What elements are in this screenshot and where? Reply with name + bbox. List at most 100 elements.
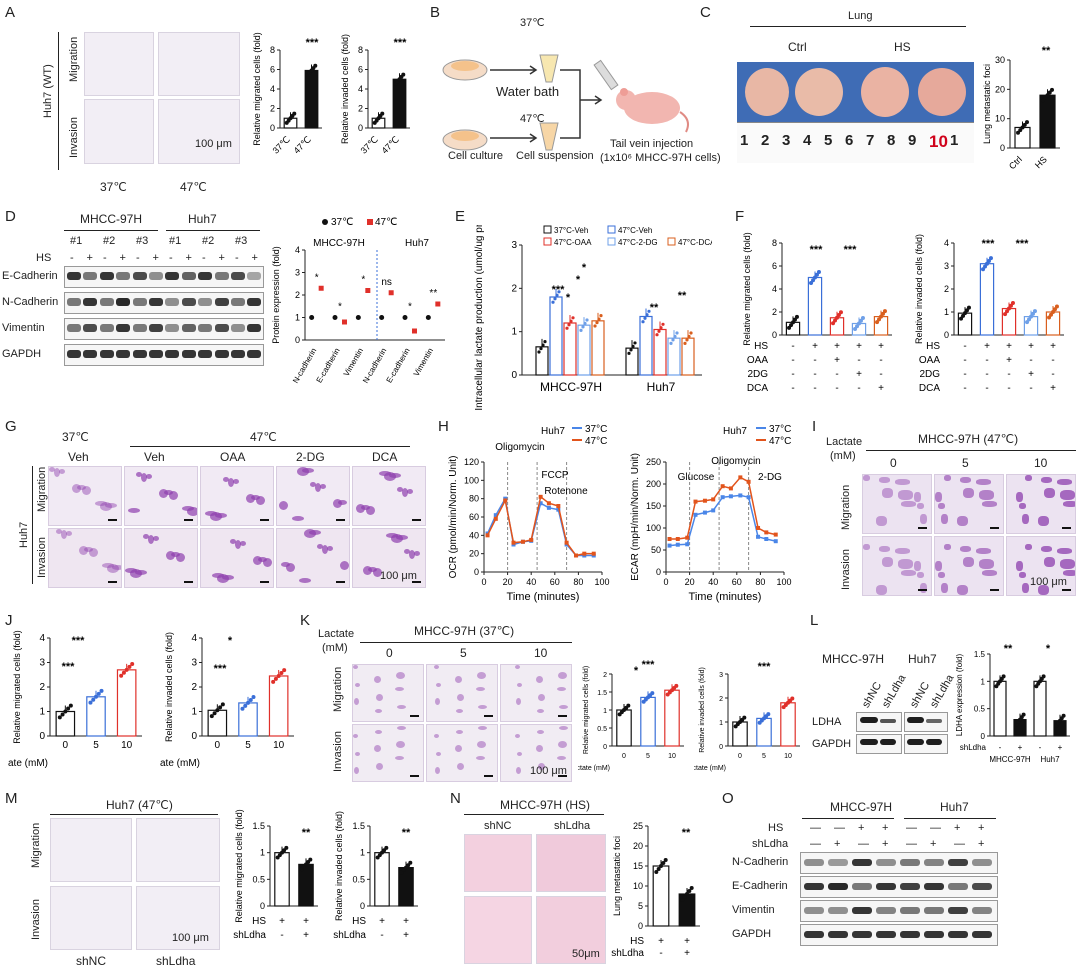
x-tick-label: MHCC-97H	[540, 380, 602, 394]
blot-bands	[64, 266, 262, 366]
data-point	[1008, 303, 1013, 308]
y-tick-label: 20	[995, 84, 1005, 94]
bar	[653, 328, 667, 376]
data-point	[693, 512, 698, 517]
mouse-icon	[616, 88, 689, 133]
group-label: Huh7	[1040, 755, 1060, 764]
cell-blob	[876, 585, 887, 595]
data-point	[583, 321, 587, 326]
bar	[563, 322, 577, 376]
band	[181, 298, 196, 306]
y-axis-label: Relative migrated cells (fold)	[742, 232, 752, 346]
x-tick-label: 0	[481, 577, 486, 587]
band	[231, 324, 245, 332]
schematic-b	[442, 54, 689, 151]
blot-ncad	[64, 292, 264, 314]
panel-letter-f: F	[735, 208, 745, 225]
data-point	[1047, 90, 1052, 95]
g-micrographs	[48, 466, 428, 588]
y-tick-label: 2	[719, 696, 723, 703]
cell-blob	[1060, 559, 1075, 569]
protein-label-ncad: N-Cadherin	[2, 296, 59, 308]
data-point	[661, 861, 666, 865]
syringe-icon	[593, 59, 619, 91]
temp1-label: 37℃	[520, 17, 545, 29]
data-point	[581, 325, 585, 329]
treatment-sign: -	[791, 383, 794, 394]
data-point	[485, 533, 490, 538]
cell-blob	[66, 531, 72, 536]
data-point	[853, 327, 858, 332]
cell-blob	[1038, 516, 1049, 526]
treatment-label: OAA	[747, 355, 768, 366]
data-point	[1030, 311, 1035, 316]
treatment-sign: -	[879, 369, 882, 380]
y-tick-label: 3	[295, 268, 300, 278]
micrograph	[352, 724, 424, 782]
bar	[1039, 94, 1056, 149]
data-point	[811, 278, 816, 283]
data-point	[882, 309, 887, 314]
x-tick-label: 5	[646, 753, 650, 760]
y-tick-label: 3	[39, 658, 45, 669]
ruler	[737, 122, 974, 163]
cell-line-label-o2: Huh7	[940, 800, 969, 814]
cell-blob	[105, 503, 117, 508]
data-point	[1047, 315, 1052, 320]
band	[852, 931, 872, 938]
data-point	[243, 703, 248, 708]
cell-blob	[376, 694, 383, 701]
data-point	[60, 712, 65, 717]
cell-blob	[375, 730, 382, 734]
x-tick-label: 40	[708, 577, 718, 587]
band	[907, 717, 924, 723]
data-point	[964, 308, 969, 313]
significance-label: ***	[1016, 238, 1030, 250]
data-point	[961, 313, 966, 318]
treatment-sign: +	[834, 341, 840, 352]
x-tick-label: 10	[273, 740, 285, 751]
cell-blob	[414, 551, 420, 556]
data-point	[551, 300, 555, 304]
data-point	[511, 540, 516, 545]
data-point	[218, 705, 223, 710]
data-point	[493, 513, 498, 518]
ruler-number: 7	[866, 132, 875, 149]
micrograph	[124, 528, 198, 588]
cell-blob	[979, 559, 994, 569]
lactate-label-i: Lactate	[826, 436, 863, 448]
y-tick-label: 0	[1000, 143, 1005, 153]
k-micrographs	[352, 664, 574, 782]
data-point	[546, 505, 551, 510]
cell-blob	[477, 672, 486, 679]
micrograph	[500, 724, 572, 782]
micrograph	[124, 466, 198, 526]
col-label: 0	[890, 456, 897, 470]
bar	[780, 702, 796, 747]
data-point	[880, 311, 885, 316]
col-label: Veh	[144, 450, 165, 464]
col-label: DCA	[372, 450, 398, 464]
x-tick-label: 80	[573, 577, 583, 587]
significance-label: *	[408, 302, 412, 313]
hs-sign: -	[202, 252, 206, 264]
data-point	[689, 886, 694, 890]
histology-n-3	[464, 896, 532, 964]
col-label: 2-DG	[296, 450, 325, 464]
data-point	[833, 318, 838, 323]
cell-blob	[102, 563, 114, 568]
col-label: 5	[962, 456, 969, 470]
band	[926, 739, 942, 745]
x-tick-label: 37℃	[271, 134, 292, 155]
y-tick-label: 0	[603, 744, 607, 751]
y-tick-label: 0.5	[597, 726, 607, 733]
row-bracket-g	[32, 466, 33, 584]
data-point	[720, 495, 725, 500]
blot-o-gapdh	[800, 924, 998, 946]
ruler-number: 1	[950, 132, 959, 149]
data-point	[1051, 310, 1055, 314]
x-tick-label: 10	[784, 753, 792, 760]
significance-label: *	[566, 292, 571, 304]
